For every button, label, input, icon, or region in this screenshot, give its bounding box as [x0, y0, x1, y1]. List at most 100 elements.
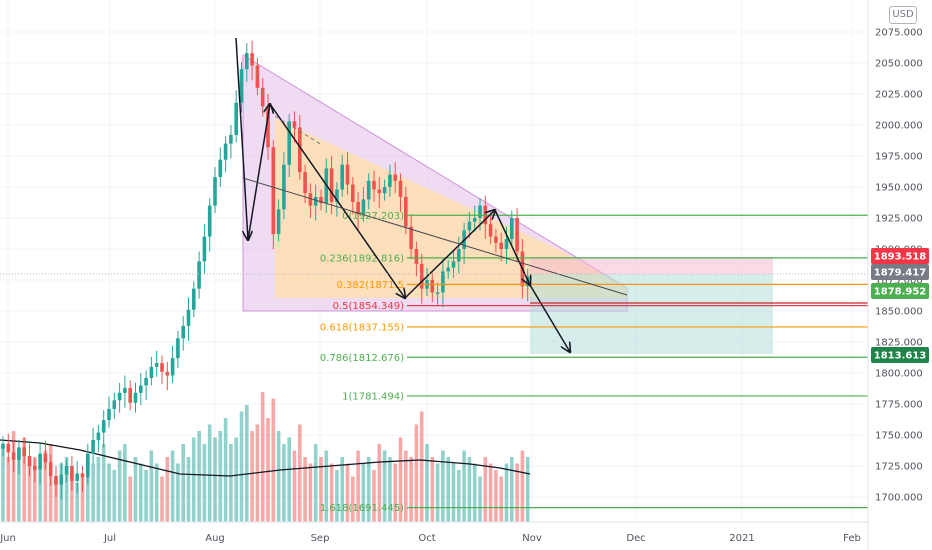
price-badge: [871, 283, 929, 299]
candle-body: [351, 184, 355, 202]
price-tick-label: 1925.000: [875, 214, 923, 225]
candle-body: [229, 134, 233, 144]
volume-bar: [234, 437, 238, 522]
price-badge: [871, 347, 929, 363]
trendline: [242, 177, 628, 296]
volume-bar: [525, 457, 530, 522]
volume-bar: [239, 411, 244, 522]
volume-bar: [11, 431, 16, 522]
candle-body: [239, 69, 244, 103]
price-tick-label: 2050.000: [875, 59, 923, 70]
volume-bar: [488, 463, 493, 522]
volume-bar: [70, 470, 74, 522]
currency-badge[interactable]: USD: [889, 6, 917, 24]
candle-body: [27, 456, 32, 466]
candle-body: [117, 392, 122, 401]
candle-body: [260, 87, 265, 107]
volume-bar: [101, 444, 106, 522]
dashed-trendline: [274, 115, 323, 146]
candle-body: [472, 218, 477, 222]
price-badge-label: 1813.613: [874, 351, 927, 362]
candle-body: [366, 180, 371, 200]
volume-bar: [17, 450, 21, 522]
volume-bar: [86, 457, 90, 522]
volume-bar: [207, 424, 212, 522]
candle-body: [446, 267, 450, 272]
volume-bar: [308, 463, 313, 522]
fib-level-label: 1(1781.494): [342, 391, 404, 402]
candle-body: [245, 53, 249, 70]
volume-bar: [160, 476, 164, 522]
candle-body: [186, 309, 191, 326]
volume-bar: [80, 476, 85, 522]
volume-bar: [181, 444, 185, 522]
volume-bar: [112, 470, 117, 522]
month-label: Nov: [522, 533, 542, 544]
candle-body: [154, 363, 159, 367]
month-label: Jul: [103, 533, 116, 544]
volume-bar: [229, 444, 233, 522]
price-tick-label: 1875.000: [875, 276, 923, 287]
candle-body: [234, 102, 238, 135]
volume-bar: [430, 457, 435, 522]
volume-bar: [409, 457, 413, 522]
fib-level-label: 0.618(1837.155): [320, 322, 404, 333]
volume-bar: [107, 463, 111, 522]
candle-body: [112, 400, 117, 409]
volume-bar: [43, 450, 48, 522]
price-tick-label: 1800.000: [875, 369, 923, 380]
candle-body: [80, 473, 85, 478]
volume-bar: [483, 457, 488, 522]
volume-bar: [33, 457, 37, 522]
candle-body: [133, 392, 138, 403]
fib-level-label: 1.618(1691.445): [320, 503, 404, 514]
volume-bar: [494, 470, 498, 522]
volume-bar: [361, 463, 366, 522]
candle-body: [372, 180, 376, 190]
price-tick-label: 1775.000: [875, 400, 923, 411]
candle-body: [393, 174, 397, 181]
candle-body: [404, 196, 408, 227]
volume-bar: [245, 405, 249, 522]
month-label: Dec: [626, 533, 645, 544]
candle-body: [170, 358, 175, 376]
volume-bar: [446, 457, 450, 522]
volume-bar: [176, 463, 180, 522]
candle-body: [419, 263, 424, 289]
candle-body: [255, 65, 260, 88]
candle-body: [38, 453, 42, 470]
volume-bar: [154, 463, 159, 522]
volume-bar: [223, 418, 228, 522]
candle-body: [149, 366, 154, 378]
candle-body: [266, 106, 270, 148]
candle-body: [213, 177, 217, 206]
candle-body: [91, 439, 95, 454]
volume-bar: [213, 437, 217, 522]
candle-body: [457, 249, 461, 262]
candle-body: [6, 443, 11, 453]
volume-bar: [404, 450, 408, 522]
volume-bar: [313, 444, 318, 522]
volume-bar: [64, 457, 69, 522]
fib-level-label: 0.236(1892.816): [320, 253, 404, 264]
candle-body: [107, 408, 111, 421]
fib-orange-zone: [275, 118, 627, 298]
volume-bar: [123, 444, 127, 522]
candle-body: [70, 466, 74, 481]
volume-bar: [393, 463, 397, 522]
short-reward-zone: [530, 274, 773, 354]
candle-body: [192, 288, 196, 310]
candle-body: [377, 189, 382, 194]
time-axis: Jun Jul Aug Sep Oct Nov Dec 2021 Feb: [0, 521, 868, 544]
volume-bar: [170, 450, 175, 522]
candle-body: [181, 325, 185, 339]
candle-body: [451, 261, 456, 268]
volume-bar: [250, 431, 254, 522]
candle-body: [313, 196, 318, 206]
volume-bar: [22, 437, 26, 522]
candle-body: [59, 474, 64, 485]
volume-bar: [282, 444, 286, 522]
candle-body: [165, 371, 170, 376]
price-tick-label: 1950.000: [875, 183, 923, 194]
